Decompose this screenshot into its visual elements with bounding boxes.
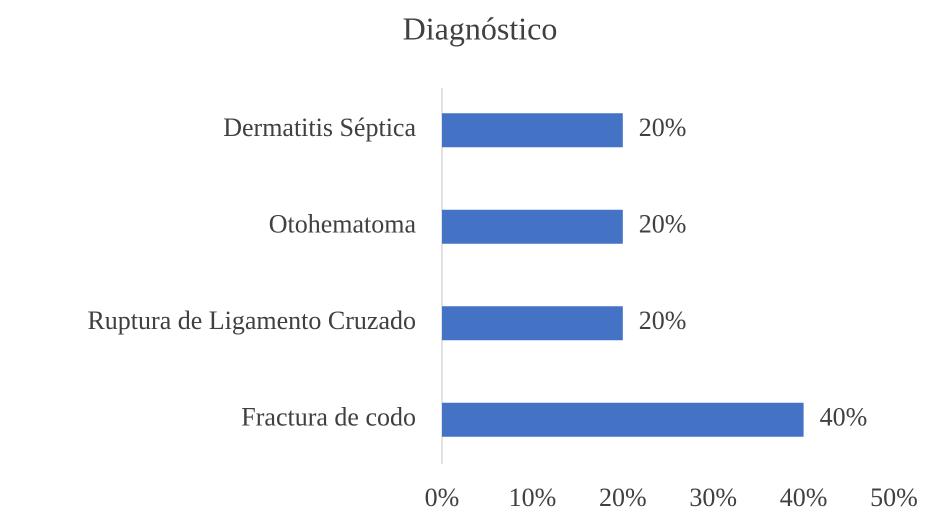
data-label: 20% (639, 306, 687, 335)
data-label: 20% (639, 210, 687, 239)
x-tick-label: 0% (425, 483, 460, 512)
data-label: 40% (820, 403, 868, 432)
bar (442, 402, 804, 437)
x-tick-label: 50% (870, 483, 918, 512)
bar (442, 306, 623, 341)
data-label: 20% (639, 113, 687, 142)
y-tick-label: Fractura de codo (241, 403, 416, 432)
bar (442, 113, 623, 148)
x-tick-label: 20% (599, 483, 647, 512)
x-tick-label: 30% (689, 483, 737, 512)
y-tick-label: Dermatitis Séptica (223, 113, 416, 142)
chart-title: Diagnóstico (403, 10, 558, 46)
y-tick-label: Otohematoma (269, 210, 417, 239)
x-tick-label: 40% (780, 483, 828, 512)
x-tick-label: 10% (509, 483, 557, 512)
bar (442, 209, 623, 244)
y-tick-label: Ruptura de Ligamento Cruzado (87, 306, 416, 335)
